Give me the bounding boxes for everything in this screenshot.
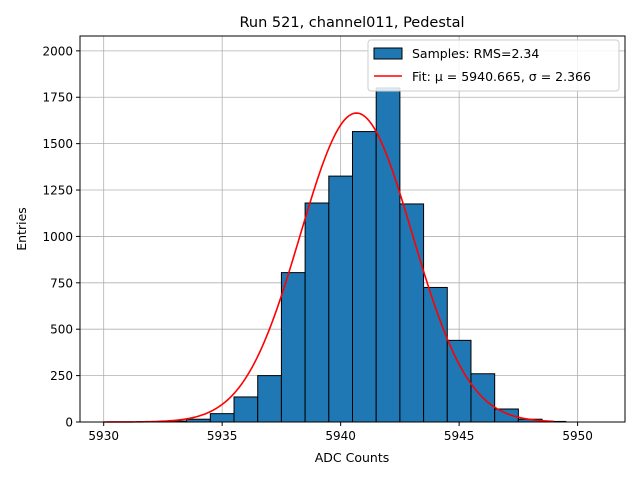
histogram-bar [399, 203, 425, 423]
histogram-bar [446, 339, 472, 423]
y-tick-label: 1000 [42, 230, 73, 244]
fit-curve-layer [103, 112, 554, 423]
x-tick-label: 5950 [562, 429, 593, 443]
x-tick-label: 5940 [325, 429, 356, 443]
x-tick-label: 5945 [444, 429, 475, 443]
plot-area-frame [79, 35, 626, 423]
histogram-bar [328, 175, 354, 423]
x-axis-label: ADC Counts [315, 450, 390, 465]
y-tick-label: 1750 [42, 91, 73, 105]
y-tick-label: 500 [50, 323, 73, 337]
histogram-bar [233, 396, 259, 423]
x-axis-ticks: 5930 5935 5940 5945 5950 [88, 422, 593, 443]
y-tick-label: 2000 [42, 44, 73, 58]
histogram-bar [280, 272, 306, 423]
legend-fit-label: Fit: μ = 5940.665, σ = 2.366 [412, 69, 591, 84]
y-axis-ticks: 0 250 500 750 1000 1250 1500 1750 2000 [42, 44, 80, 430]
histogram-bar [209, 413, 235, 423]
x-tick-label: 5935 [207, 429, 238, 443]
legend-histogram-swatch [373, 47, 403, 60]
legend-histogram-label: Samples: RMS=2.34 [412, 46, 539, 61]
histogram-bar [257, 375, 282, 423]
y-axis-label: Entries [14, 207, 29, 251]
chart-title: Run 521, channel011, Pedestal [239, 15, 464, 31]
histogram-bars [162, 87, 567, 423]
y-tick-label: 1500 [42, 137, 73, 151]
gaussian-fit-curve [103, 112, 554, 423]
y-tick-label: 250 [50, 369, 73, 383]
histogram-bar [352, 131, 377, 423]
legend-box [367, 39, 620, 92]
legend: Samples: RMS=2.34 Fit: μ = 5940.665, σ =… [367, 39, 620, 92]
y-tick-label: 750 [50, 276, 73, 290]
y-tick-label: 1250 [42, 184, 73, 198]
x-tick-label: 5930 [88, 429, 119, 443]
y-tick-label: 0 [65, 416, 73, 430]
histogram-bar [304, 202, 330, 423]
